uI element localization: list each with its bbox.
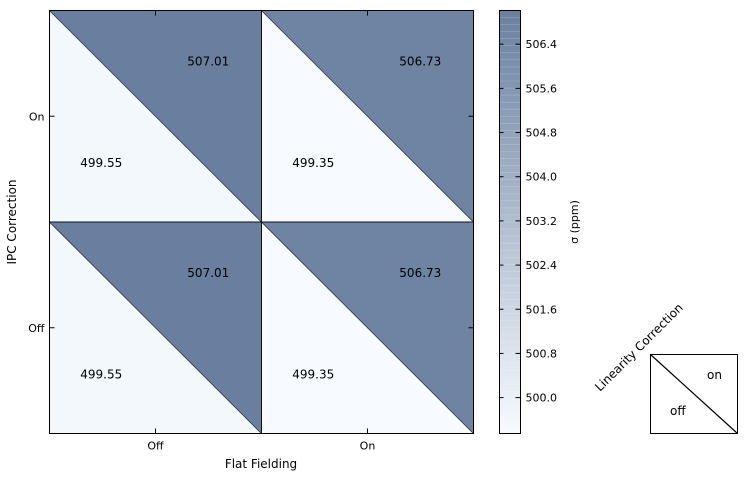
- linearity-legend: Linearity Correction on off: [592, 301, 738, 434]
- colorbar-tick-label: 502.4: [526, 259, 558, 272]
- cell-value-label: 499.35: [292, 156, 334, 170]
- y-tick-label: Off: [28, 322, 45, 335]
- plot-area: [48, 9, 475, 435]
- cell-value-label: 499.55: [80, 368, 122, 382]
- legend-diagonal: [650, 354, 738, 434]
- cell-value-label: 506.73: [399, 54, 441, 68]
- legend-lower-label: off: [670, 404, 686, 418]
- colorbar-tick-label: 505.6: [526, 82, 558, 95]
- x-tick-label: Off: [147, 440, 164, 453]
- colorbar-label: σ (ppm): [568, 200, 581, 244]
- legend-upper-label: on: [707, 368, 722, 382]
- colorbar-frame: [499, 10, 521, 434]
- colorbar-tick-label: 503.2: [526, 215, 558, 228]
- colorbar-ticks: 500.0 500.8 501.6 502.4 503.2 504.0 504.8 505.6…: [499, 38, 558, 405]
- cell-value-label: 499.55: [80, 156, 122, 170]
- colorbar-tick-label: 506.4: [526, 38, 558, 51]
- cell-value-label: 507.01: [187, 266, 229, 280]
- y-tick-label: On: [29, 110, 45, 123]
- colorbar-tick-label: 501.6: [526, 303, 558, 316]
- cell-value-label: 499.35: [292, 368, 334, 382]
- colorbar-tick-label: 504.8: [526, 127, 558, 140]
- colorbar-tick-label: 500.0: [526, 392, 558, 405]
- x-tick-label: On: [360, 440, 376, 453]
- x-axis-label: Flat Fielding: [225, 457, 297, 471]
- cell-value-label: 506.73: [399, 266, 441, 280]
- y-axis-label: IPC Correction: [5, 179, 19, 264]
- colorbar-tick-label: 500.8: [526, 347, 558, 360]
- colorbar-bands: [499, 17, 521, 427]
- colorbar-gradient: [499, 10, 521, 434]
- colorbar: 500.0 500.8 501.6 502.4 503.2 504.0 504.8 505.6…: [499, 10, 581, 434]
- cell-value-label: 507.01: [187, 54, 229, 68]
- x-ticks: Off On: [147, 10, 376, 453]
- cell-labels: 499.55 507.01 499.35 506.73 499.55 507.01 499.…: [80, 54, 441, 381]
- y-ticks: Off On: [28, 110, 474, 335]
- colorbar-tick-label: 504.0: [526, 171, 558, 184]
